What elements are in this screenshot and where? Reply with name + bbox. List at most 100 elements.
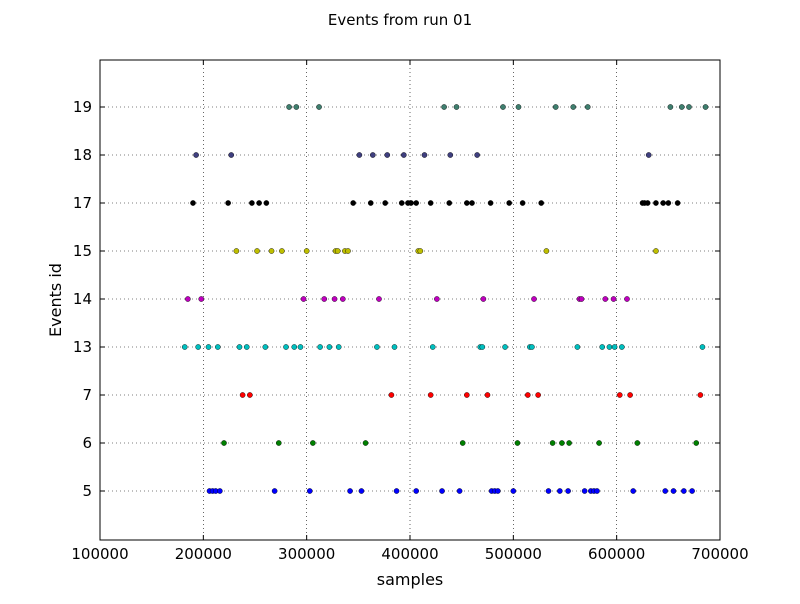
event-point-14 [340, 296, 346, 302]
axis-ticks: 100000 200000 300000 400000 500000 600000 7000… [71, 60, 749, 563]
event-point-17 [446, 200, 453, 206]
x-tick-label: 400000 [381, 545, 438, 563]
event-point-5 [358, 488, 365, 494]
event-point-14 [300, 296, 307, 302]
event-point-17 [427, 200, 434, 206]
event-point-19 [515, 104, 522, 110]
event-point-5 [347, 488, 353, 494]
event-point-15 [268, 248, 275, 254]
event-point-14 [434, 296, 440, 302]
event-point-17 [398, 200, 405, 206]
event-point-19 [570, 104, 577, 110]
event-point-19 [686, 104, 692, 110]
event-point-14 [610, 296, 617, 302]
event-point-17 [487, 200, 494, 206]
data-points [181, 104, 709, 494]
event-point-19 [584, 104, 591, 110]
event-point-17 [256, 200, 262, 206]
event-point-6 [549, 440, 556, 446]
event-point-13 [502, 344, 508, 350]
event-point-7 [627, 392, 633, 398]
event-point-15 [653, 248, 659, 254]
event-point-5 [681, 488, 687, 494]
y-tick-label: 13 [73, 338, 92, 356]
event-point-14 [376, 296, 382, 302]
event-point-18 [228, 152, 235, 158]
event-point-5 [306, 488, 313, 494]
event-point-17 [263, 200, 270, 206]
event-point-5 [565, 488, 571, 494]
event-point-7 [427, 392, 434, 398]
event-point-17 [519, 200, 526, 206]
event-point-17 [644, 200, 651, 206]
event-point-7 [239, 392, 246, 398]
event-point-17 [413, 200, 420, 206]
event-point-6 [275, 440, 282, 446]
event-point-13 [611, 344, 618, 350]
event-point-13 [599, 344, 606, 350]
y-tick-label: 17 [73, 194, 92, 212]
x-tick-label: 200000 [175, 545, 232, 563]
event-point-5 [495, 488, 501, 494]
y-tick-label: 5 [82, 482, 92, 500]
event-point-17 [469, 200, 475, 206]
event-point-6 [596, 440, 602, 446]
event-point-13 [429, 344, 436, 350]
event-point-19 [667, 104, 674, 110]
event-point-17 [538, 200, 545, 206]
event-point-6 [362, 440, 369, 446]
event-point-17 [653, 200, 659, 206]
event-point-13 [317, 344, 323, 350]
event-point-13 [291, 344, 298, 350]
y-tick-label: 14 [73, 290, 92, 308]
event-point-14 [624, 296, 630, 302]
event-point-5 [594, 488, 600, 494]
event-point-6 [559, 440, 565, 446]
event-point-7 [525, 392, 531, 398]
event-point-13 [195, 344, 201, 350]
x-axis-label: samples [377, 570, 444, 589]
event-point-15 [543, 248, 550, 254]
event-point-5 [689, 488, 695, 494]
event-point-6 [566, 440, 572, 446]
event-point-13 [297, 344, 304, 350]
x-tick-label: 500000 [485, 545, 542, 563]
event-point-6 [310, 440, 316, 446]
event-point-15 [334, 248, 341, 254]
event-point-18 [421, 152, 428, 158]
event-point-19 [286, 104, 292, 110]
event-point-6 [221, 440, 227, 446]
y-tick-label: 7 [82, 386, 92, 404]
event-point-15 [254, 248, 260, 254]
event-point-5 [271, 488, 278, 494]
event-point-6 [693, 440, 700, 446]
event-point-19 [552, 104, 559, 110]
event-point-18 [447, 152, 454, 158]
event-point-17 [674, 200, 681, 206]
event-point-17 [382, 200, 389, 206]
event-point-15 [345, 248, 351, 254]
event-point-19 [678, 104, 685, 110]
event-point-7 [464, 392, 470, 398]
event-point-14 [480, 296, 487, 302]
x-tick-label: 100000 [71, 545, 128, 563]
event-point-14 [331, 296, 338, 302]
event-point-19 [441, 104, 447, 110]
event-point-7 [616, 392, 623, 398]
event-point-5 [630, 488, 637, 494]
event-point-13 [606, 344, 613, 350]
event-point-5 [456, 488, 463, 494]
event-point-7 [388, 392, 395, 398]
event-point-14 [602, 296, 609, 302]
event-point-15 [279, 248, 285, 254]
event-point-19 [702, 104, 709, 110]
event-point-13 [283, 344, 289, 350]
event-point-7 [247, 392, 253, 398]
event-point-5 [413, 488, 420, 494]
event-point-18 [384, 152, 391, 158]
event-point-5 [545, 488, 552, 494]
y-tick-label: 19 [73, 98, 92, 116]
event-point-19 [453, 104, 460, 110]
